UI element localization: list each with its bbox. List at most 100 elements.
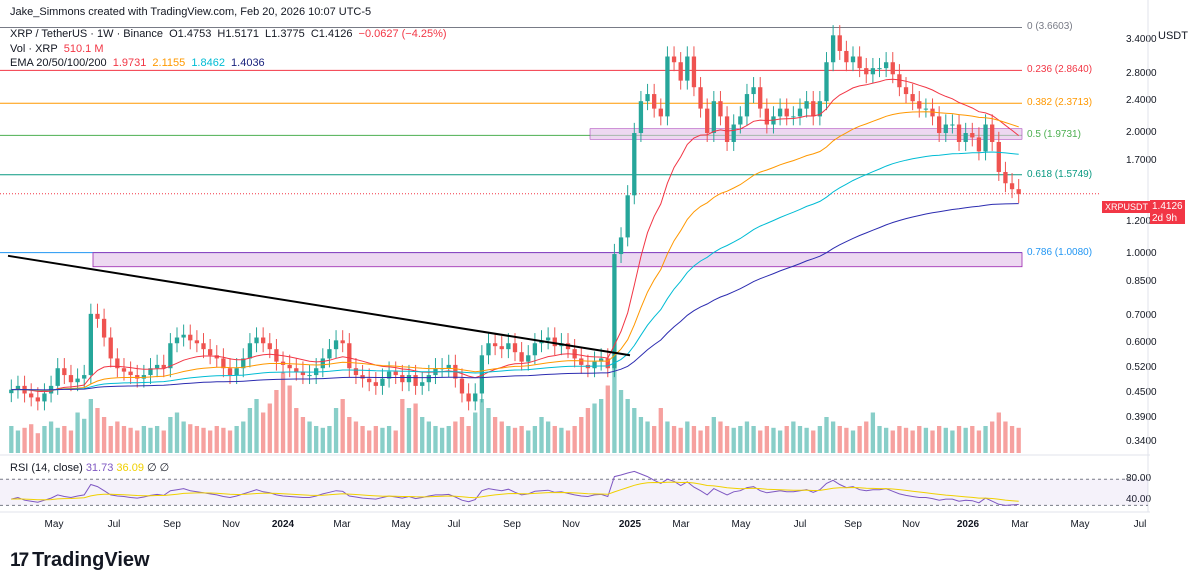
volume-bar [261, 412, 266, 453]
fib-label: 0.382 (2.3713) [1027, 97, 1093, 109]
volume-bar [479, 399, 485, 453]
legend-symbol[interactable]: XRP / TetherUS · 1W · Binance [10, 28, 164, 40]
volume-bar [512, 427, 518, 453]
volume-bar [48, 421, 54, 453]
candle-body [599, 358, 604, 362]
candle-body [877, 68, 882, 70]
legend-volume-label[interactable]: Vol · XRP [10, 43, 58, 55]
volume-bar [970, 426, 975, 453]
volume-bar [406, 408, 412, 453]
candle-body [135, 375, 140, 379]
volume-bar [221, 427, 226, 453]
legend-open: O1.4753 [169, 28, 212, 40]
volume-bar [68, 430, 74, 453]
volume-bar [42, 426, 47, 453]
volume-bar [990, 421, 995, 453]
candle-body [837, 35, 842, 51]
x-tick: Nov [222, 519, 240, 530]
volume-bar [62, 426, 67, 453]
candle-body [320, 358, 325, 369]
volume-bar [294, 408, 299, 453]
candle-body [903, 87, 909, 95]
rsi-value: 31.73 [85, 462, 114, 474]
volume-bar [552, 426, 557, 453]
volume-bar [101, 417, 107, 453]
volume-bar [519, 426, 524, 453]
candle-body [797, 108, 803, 117]
candle-body [937, 116, 942, 134]
candle-body [221, 358, 226, 369]
candle-body [88, 313, 93, 376]
volume-bar [473, 412, 478, 453]
volume-bar [466, 426, 471, 453]
y-tick: 0.6000 [1126, 337, 1157, 349]
volume-bar [579, 417, 584, 453]
candle-body [400, 375, 405, 383]
candle-body [718, 101, 723, 117]
tradingview-logo[interactable]: 17 TradingView [10, 549, 150, 572]
x-tick: Sep [503, 519, 521, 530]
volume-bar [254, 399, 259, 453]
volume-bar [784, 426, 789, 453]
volume-bar [267, 403, 272, 453]
volume-bar [996, 412, 1001, 453]
candle-body [519, 352, 524, 362]
x-tick: Sep [844, 519, 862, 530]
candle-body [360, 375, 365, 379]
candle-body [492, 343, 498, 347]
candle-body [380, 378, 385, 386]
volume-bar [758, 430, 763, 453]
ema-100-line [11, 151, 1019, 391]
legend-ema-label[interactable]: EMA 20/50/100/200 [10, 57, 107, 69]
x-tick: Jul [107, 519, 121, 530]
x-tick: Nov [562, 519, 580, 530]
candle-body [963, 133, 968, 142]
volume-bar [824, 417, 829, 453]
x-tick: Nov [902, 519, 920, 530]
candle-body [499, 346, 504, 350]
volume-bar [426, 421, 431, 453]
rsi-y-tick: 40.00 [1126, 494, 1151, 505]
candle-body [579, 358, 584, 365]
candle-body [373, 382, 378, 386]
volume-bar [307, 421, 312, 453]
volume-bar [943, 427, 948, 453]
candle-body [943, 124, 948, 134]
candle-body [128, 371, 133, 376]
volume-bar [605, 385, 610, 453]
volume-bar [486, 408, 491, 453]
y-tick: 2.4000 [1126, 95, 1157, 107]
volume-bar [539, 417, 544, 453]
fib-label: 0.618 (1.5749) [1027, 168, 1093, 180]
volume-bar [976, 430, 982, 453]
volume-bar [333, 408, 339, 453]
candle-body [353, 368, 359, 376]
volume-bar [135, 430, 140, 453]
candle-body [791, 116, 796, 118]
volume-bar [1009, 426, 1015, 453]
legend-ema50: 2.1155 [152, 57, 186, 69]
legend-ema-row: EMA 20/50/100/200 1.9731 2.1155 1.8462 1… [10, 57, 268, 69]
volume-bar [168, 417, 173, 453]
x-tick: Jul [1133, 519, 1147, 530]
volume-bar [15, 430, 21, 453]
candle-body [605, 358, 610, 369]
x-tick: May [44, 519, 64, 530]
candle-body [870, 68, 876, 75]
rsi-label[interactable]: RSI (14, close) [10, 462, 83, 474]
candle-body [890, 62, 895, 75]
volume-bar [910, 430, 915, 453]
candle-body [108, 337, 113, 359]
candle-body [956, 124, 962, 142]
x-tick: 2025 [618, 519, 642, 530]
volume-bar [731, 427, 736, 453]
volume-bar [864, 421, 869, 453]
candle-body [181, 334, 186, 338]
volume-bar [340, 399, 345, 453]
volume-bar [1003, 421, 1008, 453]
volume-bar [903, 427, 909, 453]
fib-label: 0.5 (1.9731) [1027, 129, 1081, 141]
candle-body [691, 56, 697, 88]
rsi-ma-line [11, 481, 1019, 502]
